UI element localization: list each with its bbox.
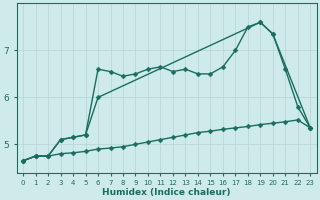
X-axis label: Humidex (Indice chaleur): Humidex (Indice chaleur) <box>102 188 231 197</box>
